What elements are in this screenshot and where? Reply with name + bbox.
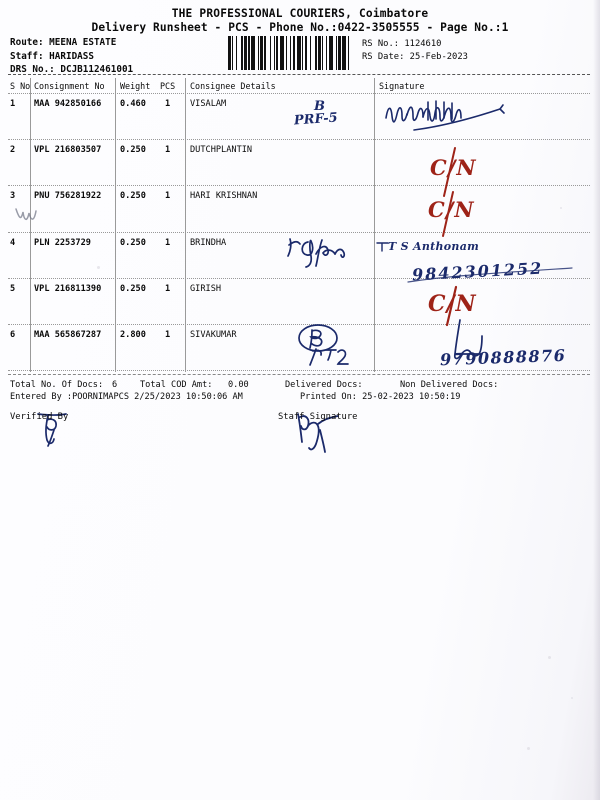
total-cod-value: 0.00 [228, 380, 249, 390]
runsheet-table: S No Consignment No Weight PCS Consignee… [8, 78, 590, 372]
cell-weight: 0.250 [120, 191, 146, 202]
column-header-consignment-no: Consignment No [34, 81, 105, 91]
page-title: THE PROFESSIONAL COURIERS, Coimbatore [171, 7, 429, 20]
cell-pcs: 1 [165, 99, 171, 109]
column-header-pcs: PCS [160, 81, 176, 91]
column-header-divider [8, 93, 590, 94]
column-header-sno: S No [10, 81, 31, 91]
cell-pcs: 1 [165, 283, 171, 294]
cell-weight: 0.250 [120, 145, 146, 156]
rs-date-label: RS Date: 25-Feb-2023 [362, 52, 468, 63]
total-docs-label: Total No. Of Docs: [10, 380, 104, 390]
cell-consignment-no: PLN 2253729 [34, 237, 91, 248]
non-delivered-docs-label: Non Delivered Docs: [400, 380, 499, 390]
table-bottom-divider [8, 374, 590, 375]
column-header-weight: Weight [120, 81, 151, 91]
row-divider [8, 185, 590, 187]
cell-weight: 0.250 [120, 283, 146, 294]
header-divider [8, 74, 590, 75]
entered-by-text: Entered By :POORNIMAPCS 2/25/2023 10:50:… [10, 392, 243, 402]
scan-speck [571, 697, 573, 699]
column-divider-consignment [115, 78, 116, 372]
route-label: Route: MEENA ESTATE [10, 37, 117, 48]
cell-consignment-no: MAA 942850166 [34, 99, 102, 109]
total-cod-label: Total COD Amt: [140, 380, 213, 390]
cell-weight: 2.800 [120, 330, 146, 340]
column-header-signature: Signature [379, 81, 425, 91]
row-divider [8, 324, 590, 325]
header-meta-right: RS No.: 1124610 RS Date: 25-Feb-2023 [362, 38, 468, 64]
staff-label: Staff: HARIDASS [10, 50, 94, 62]
cell-sno: 6 [10, 330, 16, 340]
column-divider-sno [30, 78, 31, 372]
delivered-docs-label: Delivered Docs: [285, 380, 363, 390]
cell-consignee: GIRISH [190, 283, 222, 294]
row-divider [8, 277, 590, 279]
column-header-consignee: Consignee Details [190, 81, 276, 91]
cell-sno: 1 [10, 99, 16, 109]
cell-sno: 4 [10, 237, 16, 248]
scan-speck [97, 266, 100, 269]
scan-speck [527, 747, 530, 750]
cell-weight: 0.250 [120, 237, 146, 248]
scan-speck [548, 656, 551, 659]
cell-consignee: HARI KRISHNAN [190, 191, 258, 202]
cell-sno: 5 [10, 283, 16, 294]
drs-no-label: DRS No.: DCJB112461001 [10, 64, 134, 76]
cell-pcs: 1 [165, 191, 171, 202]
cell-consignee: DUTCHPLANTIN [190, 145, 253, 156]
row-divider [8, 139, 590, 141]
cell-weight: 0.460 [120, 99, 146, 109]
cell-sno: 3 [10, 191, 16, 202]
cell-consignment-no: PNU 756281922 [34, 191, 102, 202]
cell-consignee: BRINDHA [190, 237, 227, 248]
barcode [228, 36, 352, 70]
printed-on-text: Printed On: 25-02-2023 10:50:19 [300, 392, 461, 402]
row-divider [8, 231, 590, 233]
verified-by-label: Verified By [10, 412, 69, 422]
column-divider-consignee [374, 78, 375, 372]
scan-speck [560, 207, 562, 209]
page-subtitle: Delivery Runsheet - PCS - Phone No.:0422… [91, 21, 509, 34]
cell-pcs: 1 [165, 145, 171, 156]
header-meta-left: Route: MEENA ESTATE Staff: HARIDASS DRS … [10, 36, 133, 77]
cell-consignment-no: VPL 216811390 [34, 283, 102, 294]
cell-consignment-no: VPL 216803507 [34, 145, 102, 156]
cell-pcs: 1 [165, 330, 171, 340]
column-divider-weight [185, 78, 186, 372]
staff-signature-label: Staff Signature [278, 412, 358, 422]
total-docs-value: 6 [112, 380, 118, 390]
cell-sno: 2 [10, 145, 16, 156]
rs-no-label: RS No.: 1124610 [362, 39, 442, 49]
cell-consignee: VISALAM [190, 99, 227, 109]
cell-consignee: SIVAKUMAR [190, 330, 237, 340]
cell-consignment-no: MAA 565867287 [34, 330, 102, 340]
cell-pcs: 1 [165, 237, 171, 248]
row-divider [8, 370, 590, 372]
